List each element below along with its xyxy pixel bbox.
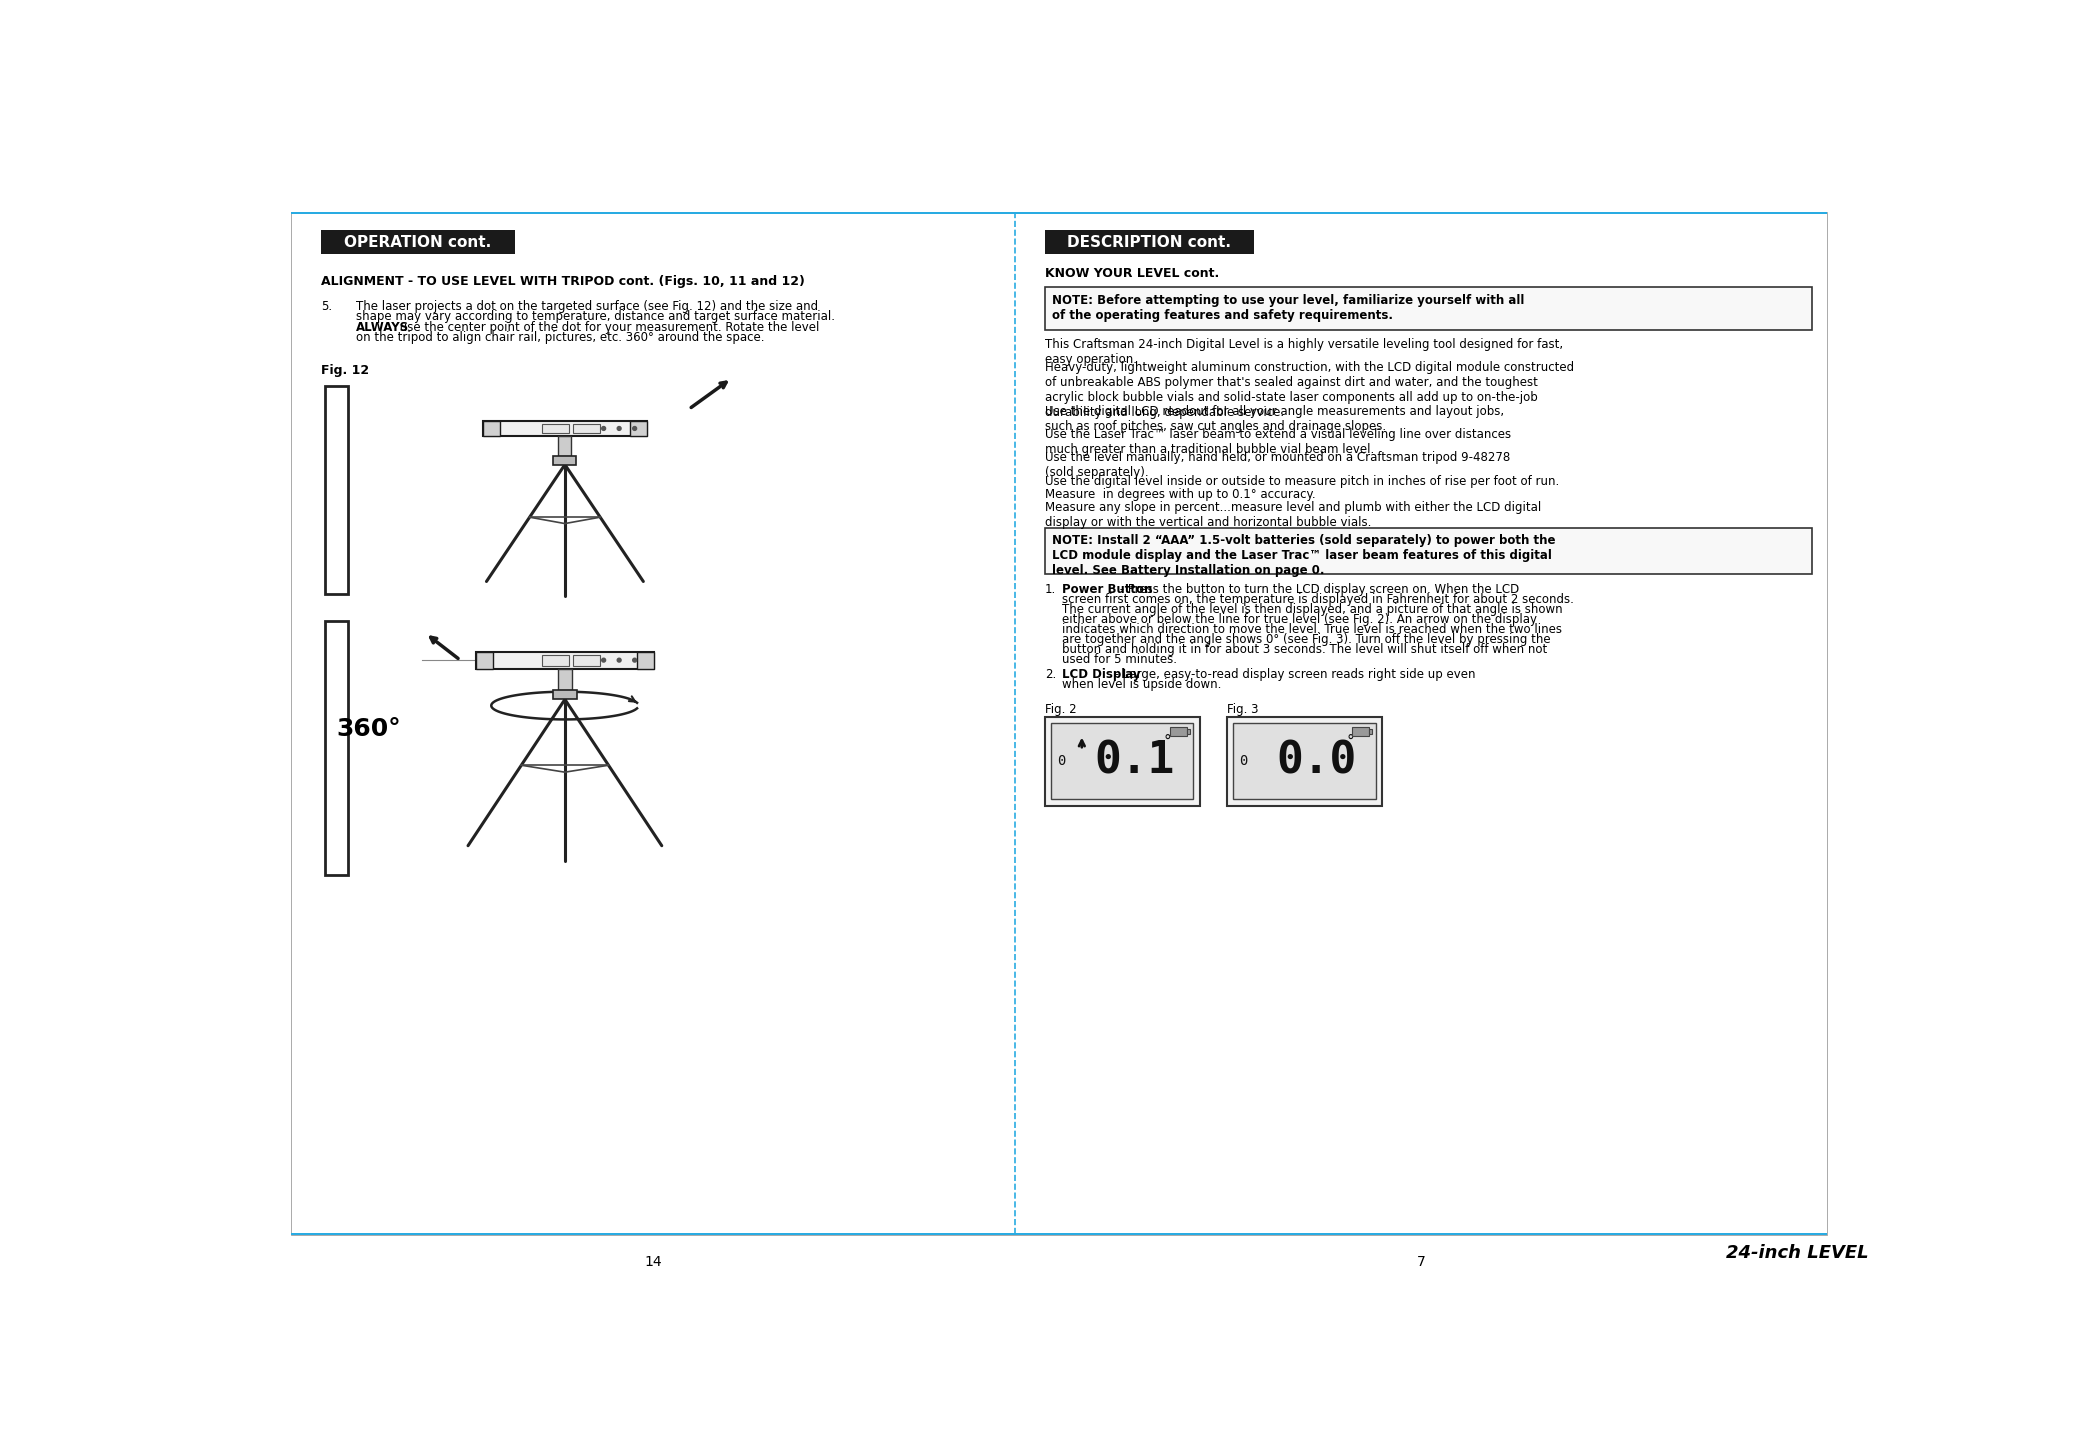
Text: 0.0: 0.0 [1276,739,1358,782]
Text: on the tripod to align chair rail, pictures, etc. 360° around the space.: on the tripod to align chair rail, pictu… [356,331,765,344]
Bar [1171,727,1188,737]
Text: 2.: 2. [1045,668,1056,681]
Text: 360°: 360° [337,716,400,741]
Bar [553,691,578,699]
Text: LCD Display: LCD Display [1062,668,1140,681]
Text: Use the level manually, hand held, or mounted on a Craftsman tripod 9-48278
(sol: Use the level manually, hand held, or mo… [1045,451,1510,479]
Circle shape [633,427,637,430]
Bar [1052,724,1194,800]
Text: °: ° [1347,734,1353,749]
Text: used for 5 minutes.: used for 5 minutes. [1062,653,1177,666]
Text: Measure any slope in percent...measure level and plumb with either the LCD digit: Measure any slope in percent...measure l… [1045,502,1542,529]
Text: screen first comes on, the temperature is displayed in Fahrenheit for about 2 se: screen first comes on, the temperature i… [1062,593,1573,606]
Text: 0.1: 0.1 [1094,739,1175,782]
Text: OPERATION cont.: OPERATION cont. [344,235,490,249]
Bar [559,436,572,456]
Bar [557,669,572,691]
Text: 0: 0 [1238,754,1247,768]
Text: Measure  in degrees with up to 0.1° accuracy.: Measure in degrees with up to 0.1° accur… [1045,487,1316,502]
Bar [631,421,647,436]
Bar [553,456,576,464]
Text: 5.: 5. [321,299,331,312]
Text: Fig. 3: Fig. 3 [1228,704,1259,716]
Bar [1045,527,1812,573]
Text: 24-inch LEVEL: 24-inch LEVEL [1726,1244,1869,1261]
Bar [325,620,348,876]
Bar [291,1232,1827,1235]
Text: Use the digital LCD readout for all your angle measurements and layout jobs,
suc: Use the digital LCD readout for all your… [1045,404,1504,433]
Bar [1228,716,1383,805]
Bar [1045,716,1200,805]
Text: - Large, easy-to-read display screen reads right side up even: - Large, easy-to-read display screen rea… [1110,668,1475,681]
Circle shape [618,427,620,430]
Text: This Craftsman 24-inch Digital Level is a highly versatile leveling tool designe: This Craftsman 24-inch Digital Level is … [1045,338,1563,365]
Text: The laser projects a dot on the targeted surface (see Fig. 12) and the size and: The laser projects a dot on the targeted… [356,299,817,312]
Text: 1.: 1. [1045,583,1056,596]
Text: are together and the angle shows 0° (see Fig. 3). Turn off the level by pressing: are together and the angle shows 0° (see… [1062,633,1550,646]
Text: 0: 0 [1058,754,1066,768]
Bar [1045,231,1255,254]
Bar [321,231,515,254]
Text: 7: 7 [1416,1254,1427,1268]
Bar [543,655,568,665]
Circle shape [601,427,605,430]
Bar [484,421,501,436]
Text: button and holding it in for about 3 seconds. The level will shut itself off whe: button and holding it in for about 3 sec… [1062,643,1546,656]
Text: either above or below the line for true level (see Fig. 2). An arrow on the disp: either above or below the line for true … [1062,613,1536,626]
Text: Use the digital level inside or outside to measure pitch in inches of rise per f: Use the digital level inside or outside … [1045,474,1559,487]
Text: when level is upside down.: when level is upside down. [1062,678,1221,691]
Text: 14: 14 [645,1254,662,1268]
Text: ALIGNMENT - TO USE LEVEL WITH TRIPOD cont. (Figs. 10, 11 and 12): ALIGNMENT - TO USE LEVEL WITH TRIPOD con… [321,275,804,288]
Bar [476,652,492,669]
Text: use the center point of the dot for your measurement. Rotate the level: use the center point of the dot for your… [396,321,819,334]
Bar [476,652,654,669]
Text: shape may vary according to temperature, distance and target surface material.: shape may vary according to temperature,… [356,310,834,324]
Text: Use the Laser Trac™ laser beam to extend a visual leveling line over distances
m: Use the Laser Trac™ laser beam to extend… [1045,428,1510,456]
Bar [325,385,348,593]
Text: ALWAYS: ALWAYS [356,321,409,334]
Text: °: ° [1165,734,1171,749]
Circle shape [601,658,605,662]
Text: Fig. 2: Fig. 2 [1045,704,1077,716]
Bar [637,652,654,669]
Text: NOTE: Before attempting to use your level, familiarize yourself with all
of the : NOTE: Before attempting to use your leve… [1052,294,1525,322]
Bar [572,655,599,665]
Text: DESCRIPTION cont.: DESCRIPTION cont. [1066,235,1232,249]
Bar [543,424,568,433]
Circle shape [633,658,637,662]
Text: - Press the button to turn the LCD display screen on. When the LCD: - Press the button to turn the LCD displ… [1117,583,1519,596]
Text: Power Button: Power Button [1062,583,1152,596]
Text: indicates which direction to move the level. True level is reached when the two : indicates which direction to move the le… [1062,623,1561,636]
Bar [1188,729,1190,734]
Bar [1351,727,1370,737]
Text: Heavy-duty, lightweight aluminum construction, with the LCD digital module const: Heavy-duty, lightweight aluminum constru… [1045,361,1573,418]
Text: The current angle of the level is then displayed, and a picture of that angle is: The current angle of the level is then d… [1062,603,1563,616]
Bar [484,421,647,436]
Bar [291,212,1827,215]
Bar [572,424,599,433]
Bar [1234,724,1376,800]
Circle shape [618,658,620,662]
Bar [1045,288,1812,330]
Bar [1370,729,1372,734]
Text: KNOW YOUR LEVEL cont.: KNOW YOUR LEVEL cont. [1045,268,1219,281]
Text: Fig. 12: Fig. 12 [321,364,369,377]
Text: NOTE: Install 2 “AAA” 1.5-volt batteries (sold separately) to power both the
LCD: NOTE: Install 2 “AAA” 1.5-volt batteries… [1052,535,1557,577]
